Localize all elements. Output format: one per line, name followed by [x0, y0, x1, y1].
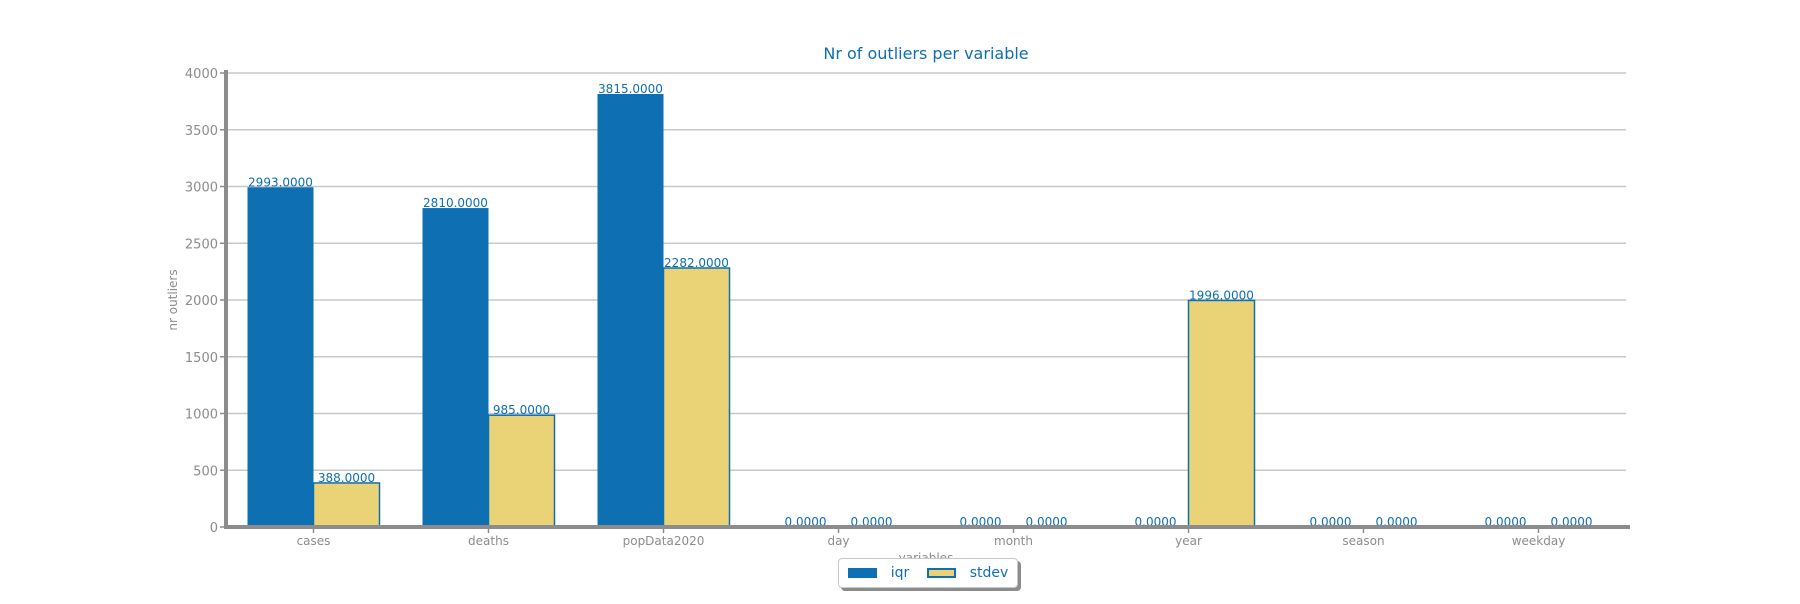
data-label-stdev: 1996.0000: [1189, 288, 1254, 302]
bars: [247, 93, 1256, 528]
legend-swatch-stdev: [926, 568, 956, 578]
y-tick-label: 4000: [185, 67, 218, 82]
y-tick-label: 2500: [185, 237, 218, 252]
bar-iqr-cases: [247, 187, 314, 527]
data-label-iqr: 2993.0000: [248, 175, 313, 189]
x-tick-label: season: [1342, 534, 1384, 548]
x-tick-label: popData2020: [623, 534, 705, 548]
bar-stdev-cases: [312, 482, 381, 528]
bar-stdev-deaths: [487, 414, 556, 528]
x-tick-label: year: [1175, 534, 1202, 548]
y-tick-label: 0: [210, 521, 218, 536]
legend-item-stdev: stdev: [926, 565, 1009, 581]
x-tick-label: deaths: [468, 534, 509, 548]
data-label-stdev: 388.0000: [318, 471, 375, 485]
legend-label-stdev: stdev: [969, 565, 1009, 581]
x-tick-label: day: [827, 534, 849, 548]
legend-label-iqr: iqr: [890, 565, 910, 581]
bar-stdev-popData2020: [662, 267, 731, 528]
x-tick-label: weekday: [1512, 534, 1566, 548]
y-tick-label: 3500: [185, 124, 218, 139]
legend-swatch-iqr: [847, 568, 877, 578]
chart-title: Nr of outliers per variable: [823, 44, 1028, 63]
data-label-stdev: 985.0000: [493, 403, 550, 417]
y-tick-label: 1500: [185, 351, 218, 366]
x-tick-label: cases: [297, 534, 331, 548]
data-label-iqr: 3815.0000: [598, 82, 663, 96]
axes: 0 500 1000 1500 2000 2500 3000 3500 4000 cases dea…: [185, 67, 1630, 548]
y-tick-label: 500: [193, 464, 218, 479]
legend: iqr stdev: [838, 558, 1018, 588]
y-tick-label: 2000: [185, 294, 218, 309]
y-tick-label: 1000: [185, 408, 218, 423]
y-tick-label: 3000: [185, 181, 218, 196]
bar-iqr-popData2020: [597, 93, 664, 527]
x-tick-label: month: [994, 534, 1033, 548]
y-axis-label: nr outliers: [166, 269, 180, 330]
legend-item-iqr: iqr: [847, 565, 910, 581]
bar-stdev-year: [1187, 299, 1256, 528]
bar-iqr-deaths: [422, 208, 489, 527]
data-label-iqr: 2810.0000: [423, 196, 488, 210]
data-label-stdev: 2282.0000: [664, 256, 729, 270]
